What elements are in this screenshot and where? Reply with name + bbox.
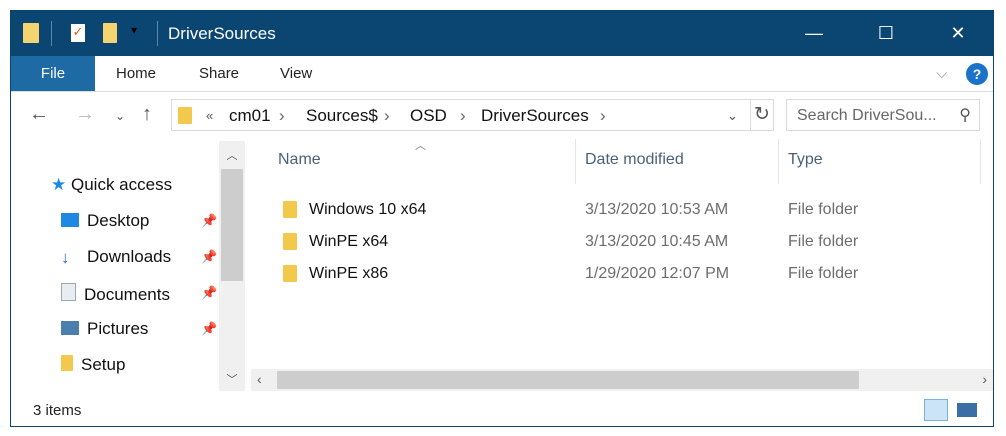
folder-icon	[178, 107, 192, 124]
forward-button[interactable]: →	[75, 103, 95, 125]
expand-ribbon-icon[interactable]: ⌵	[936, 65, 948, 82]
file-type: File folder	[788, 201, 859, 218]
sidebar-item-downloads[interactable]: ↓ Downloads	[61, 247, 171, 267]
file-date: 3/13/2020 10:45 AM	[585, 233, 729, 250]
search-placeholder: Search DriverSou...	[797, 107, 937, 124]
sidebar-label: Downloads	[87, 247, 172, 266]
up-button[interactable]: ↑	[142, 103, 152, 125]
chevron-right-icon: ›	[279, 106, 285, 125]
folder-icon	[283, 233, 297, 250]
file-type: File folder	[788, 233, 859, 250]
sidebar-label: Documents	[84, 285, 170, 304]
search-icon: ⚲	[959, 107, 971, 124]
explorer-window: ✓ ▾ DriverSources — ☐ ✕ File Home Share …	[10, 10, 994, 427]
sidebar-item-pictures[interactable]: Pictures	[61, 319, 148, 339]
horizontal-scrollbar[interactable]: ‹ ›	[251, 369, 993, 391]
scroll-left-icon[interactable]: ‹	[257, 371, 262, 387]
address-bar[interactable]: « cm01 › Sources$ › OSD › DriverSources …	[171, 99, 774, 131]
title-bar: ✓ ▾ DriverSources — ☐ ✕	[11, 11, 993, 56]
breadcrumb-driversources[interactable]: DriverSources	[481, 106, 589, 125]
sidebar-item-quick-access[interactable]: ★ Quick access	[51, 175, 172, 195]
pin-icon[interactable]: 📌	[201, 285, 218, 300]
breadcrumb-osd[interactable]: OSD	[410, 106, 447, 125]
tab-share[interactable]: Share	[199, 65, 240, 82]
divider	[157, 21, 158, 46]
divider[interactable]	[778, 139, 779, 184]
scrollbar-thumb[interactable]	[277, 371, 859, 389]
file-type: File folder	[788, 265, 859, 282]
navigation-pane: ★ Quick access Desktop 📌 ↓ Downloads 📌 Do…	[11, 139, 247, 391]
document-icon	[61, 283, 76, 301]
divider[interactable]	[575, 139, 576, 184]
breadcrumb-overflow[interactable]: «	[206, 108, 214, 123]
chevron-right-icon: ›	[384, 106, 390, 125]
file-date: 3/13/2020 10:53 AM	[585, 201, 729, 218]
column-header-name[interactable]: Name	[278, 151, 321, 168]
details-view-button[interactable]	[924, 399, 948, 421]
pictures-icon	[61, 321, 79, 335]
folder-icon	[283, 265, 297, 282]
column-header-date-modified[interactable]: Date modified	[585, 151, 684, 168]
sidebar-item-setup[interactable]: Setup	[61, 355, 125, 375]
pin-icon[interactable]: 📌	[201, 321, 218, 336]
window-title: DriverSources	[168, 24, 276, 43]
sidebar-label: Desktop	[87, 211, 150, 230]
new-folder-icon[interactable]	[103, 23, 117, 43]
column-header-type[interactable]: Type	[788, 151, 823, 168]
star-icon: ★	[51, 175, 67, 194]
sidebar-label: Quick access	[70, 175, 173, 194]
recent-locations-button[interactable]: ⌄	[115, 109, 126, 123]
chevron-right-icon: ›	[460, 106, 466, 125]
divider	[51, 21, 52, 46]
status-item-count: 3 items	[33, 402, 82, 419]
scrollbar-thumb[interactable]	[221, 169, 243, 281]
maximize-button[interactable]: ☐	[877, 23, 895, 43]
address-dropdown-icon[interactable]: ⌄	[727, 108, 738, 123]
tab-home[interactable]: Home	[116, 65, 157, 82]
tab-view[interactable]: View	[280, 65, 313, 82]
sort-ascending-icon: ︿	[415, 140, 426, 152]
scroll-down-icon[interactable]: ﹀	[226, 374, 238, 386]
sidebar-item-desktop[interactable]: Desktop	[61, 211, 149, 231]
help-icon[interactable]: ?	[966, 63, 988, 85]
navigation-bar: ← → ⌄ ↑ « cm01 › Sources$ › OSD › Driver…	[11, 99, 993, 133]
file-name: WinPE x86	[309, 265, 389, 282]
file-name: WinPE x64	[309, 233, 389, 250]
properties-icon[interactable]: ✓	[71, 24, 85, 42]
breadcrumb-cm01[interactable]: cm01	[229, 106, 271, 125]
customize-toolbar-icon[interactable]: ▾	[131, 23, 138, 37]
refresh-icon[interactable]: ↻	[754, 104, 770, 125]
file-date: 1/29/2020 12:07 PM	[585, 265, 730, 282]
download-icon: ↓	[61, 248, 70, 267]
large-icons-view-button[interactable]	[957, 403, 977, 417]
sidebar-scrollbar[interactable]: ︿ ﹀	[219, 141, 245, 391]
pin-icon[interactable]: 📌	[201, 249, 218, 264]
minimize-button[interactable]: —	[805, 23, 823, 43]
scroll-right-icon[interactable]: ›	[982, 371, 987, 387]
folder-icon	[23, 23, 39, 43]
pin-icon[interactable]: 📌	[201, 213, 218, 228]
desktop-icon	[61, 213, 79, 227]
search-input[interactable]: Search DriverSou... ⚲	[786, 99, 980, 131]
divider	[750, 100, 751, 130]
sidebar-item-documents[interactable]: Documents	[61, 283, 170, 305]
chevron-right-icon: ›	[600, 106, 606, 125]
sidebar-label: Setup	[81, 355, 126, 374]
folder-icon	[283, 201, 297, 218]
scroll-up-icon[interactable]: ︿	[226, 150, 238, 162]
folder-icon	[61, 355, 73, 371]
tab-file[interactable]: File	[11, 56, 95, 91]
file-name: Windows 10 x64	[309, 201, 427, 218]
sidebar-label: Pictures	[87, 319, 149, 338]
close-button[interactable]: ✕	[950, 23, 966, 43]
back-button[interactable]: ←	[29, 103, 49, 125]
breadcrumb-sources[interactable]: Sources$	[306, 106, 378, 125]
ribbon: File Home Share View ⌵ ?	[11, 56, 993, 92]
divider[interactable]	[980, 139, 981, 184]
